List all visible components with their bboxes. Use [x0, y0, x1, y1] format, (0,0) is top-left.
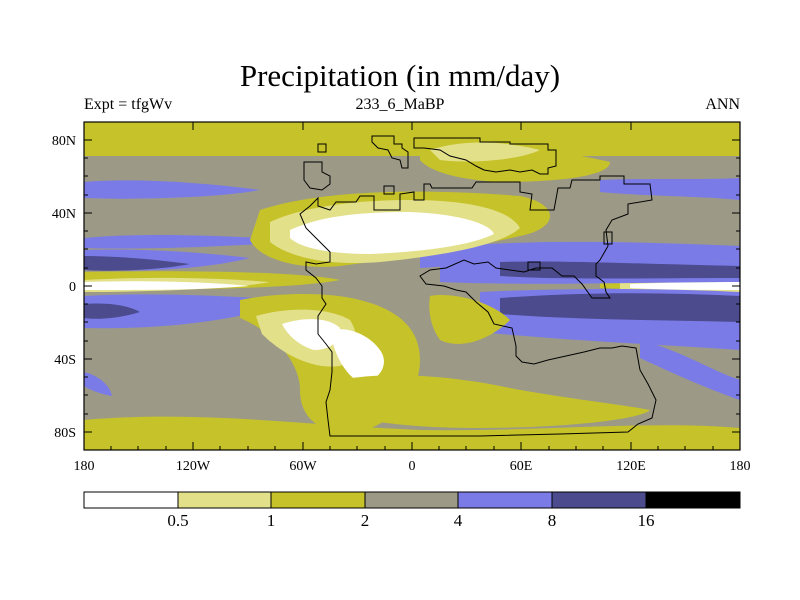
colorbar-swatch-1: [177, 491, 272, 509]
lat-label-40n: 40N: [52, 207, 76, 222]
lon-ticks: [83, 122, 741, 450]
lat-label-40s: 40S: [54, 353, 76, 368]
colorbar-swatch-4: [457, 491, 553, 509]
lon-label-120w: 120W: [176, 459, 211, 474]
colorbar: [83, 491, 741, 509]
experiment-label: Expt = tfgWv: [84, 96, 173, 113]
colorbar-swatch-3: [364, 491, 459, 509]
colorbar-swatch-6: [645, 491, 741, 509]
lat-label-80n: 80N: [52, 134, 76, 149]
lon-label-180w: 180: [74, 459, 95, 474]
colorbar-label-8: 8: [548, 511, 557, 530]
lon-label-0: 0: [409, 459, 416, 474]
lat-label-80s: 80S: [54, 426, 76, 441]
lon-label-60e: 60E: [510, 459, 533, 474]
page-title: Precipitation (in mm/day): [239, 58, 561, 93]
lat-ticks: [84, 139, 740, 433]
colorbar-swatch-2: [270, 491, 366, 509]
lat-label-0: 0: [69, 280, 76, 295]
lon-label-120e: 120E: [616, 459, 646, 474]
lon-label-180e: 180: [730, 459, 751, 474]
season-label: ANN: [705, 96, 740, 113]
colorbar-label-4: 4: [454, 511, 463, 530]
colorbar-label-16: 16: [638, 511, 655, 530]
colorbar-label-2: 2: [361, 511, 370, 530]
colorbar-swatch-0: [83, 491, 179, 509]
coastline-outline: [299, 135, 657, 437]
lon-label-60w: 60W: [289, 459, 317, 474]
precip-field: [84, 122, 740, 450]
colorbar-label-1: 1: [267, 511, 276, 530]
colorbar-label-0-5: 0.5: [167, 511, 188, 530]
colorbar-swatch-5: [551, 491, 647, 509]
time-period-label: 233_6_MaBP: [355, 96, 445, 113]
